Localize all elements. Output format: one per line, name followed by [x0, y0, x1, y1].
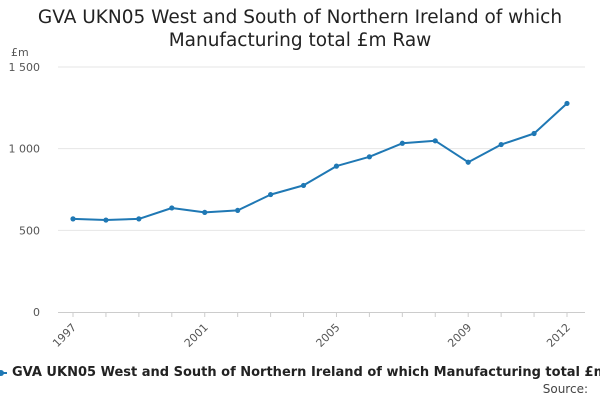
axes: [58, 312, 585, 317]
data-point[interactable]: [136, 216, 142, 222]
legend-marker: [0, 370, 4, 376]
y-tick-label: 1 000: [9, 143, 41, 156]
data-point[interactable]: [268, 191, 274, 198]
data-point[interactable]: [103, 217, 109, 223]
data-point[interactable]: [498, 141, 504, 148]
y-tick-label: 1 500: [9, 61, 41, 74]
x-tick-label: 2012: [544, 321, 573, 350]
series-line: [72, 102, 568, 221]
data-point[interactable]: [399, 140, 405, 146]
source-label: Source:: [542, 382, 588, 396]
data-point[interactable]: [202, 209, 208, 215]
data-point[interactable]: [70, 216, 76, 222]
x-tick-label: 1997: [50, 321, 79, 350]
tick-labels: 0 500 1 000 1 500 £m 1997 2001 2005 2009 2012: [9, 46, 574, 350]
data-point[interactable]: [465, 159, 471, 165]
y-tick-label: 500: [19, 224, 40, 237]
gridlines: [58, 66, 585, 231]
data-point[interactable]: [333, 163, 340, 169]
y-tick-label: 0: [33, 306, 40, 319]
x-tick-label: 2005: [314, 321, 343, 350]
data-point[interactable]: [432, 138, 438, 144]
data-point[interactable]: [300, 182, 307, 189]
data-point[interactable]: [564, 100, 570, 107]
x-tick-label: 2009: [445, 321, 474, 350]
series-line-layer: [72, 102, 568, 221]
y-axis-label: £m: [11, 46, 29, 59]
data-point[interactable]: [366, 154, 372, 160]
data-point[interactable]: [235, 207, 241, 214]
data-points[interactable]: [70, 100, 570, 223]
legend[interactable]: GVA UKN05 West and South of Northern Ire…: [0, 364, 600, 384]
x-tick-label: 2001: [182, 321, 211, 350]
legend-series-label: GVA UKN05 West and South of Northern Ire…: [12, 365, 600, 380]
data-point[interactable]: [531, 130, 537, 137]
chart-title: GVA UKN05 West and South of Northern Ire…: [37, 7, 563, 51]
data-point[interactable]: [169, 205, 175, 211]
